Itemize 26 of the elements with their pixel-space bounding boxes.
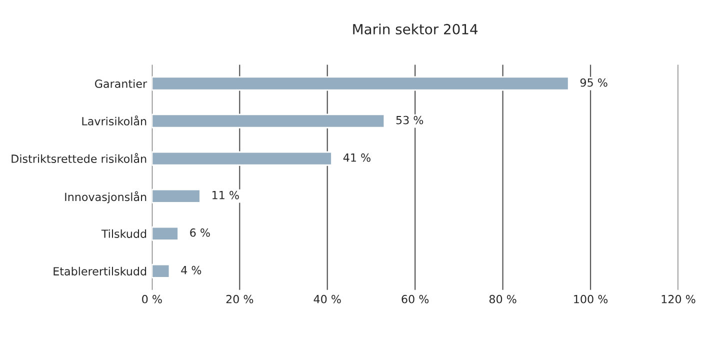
chart-title: Marin sektor 2014 <box>353 24 478 34</box>
y-tick-label: Etablerertilskudd <box>54 266 146 276</box>
bar <box>152 114 386 128</box>
y-tick-label: Distriktsrettede risikolån <box>12 153 146 163</box>
x-tick-label: 100 % <box>574 294 608 304</box>
bar <box>152 76 570 91</box>
bar <box>152 264 170 278</box>
data-label: 4 % <box>181 266 202 274</box>
y-tick-label: Lavrisikolån <box>82 116 146 126</box>
x-tick-label: 80 % <box>489 294 516 304</box>
bar <box>152 151 332 166</box>
x-tick-label: 40 % <box>314 294 341 304</box>
data-label: 11 % <box>212 190 239 200</box>
y-tick-label: Innovasjonslån <box>65 191 146 204</box>
y-tick-label: Tilskudd <box>101 229 146 238</box>
data-label: 41 % <box>343 153 370 162</box>
x-tick-label: 20 % <box>226 294 254 304</box>
data-label: 95 % <box>580 78 608 87</box>
data-label: 6 % <box>190 228 210 237</box>
y-tick-label: Garantier <box>95 79 148 88</box>
bar <box>152 226 179 241</box>
x-tick-label: 60 % <box>402 294 429 304</box>
x-tick-label: 120 % <box>662 294 696 304</box>
x-tick-label: 0 % <box>142 294 162 304</box>
bar <box>152 188 201 204</box>
data-label: 53 % <box>396 116 424 124</box>
